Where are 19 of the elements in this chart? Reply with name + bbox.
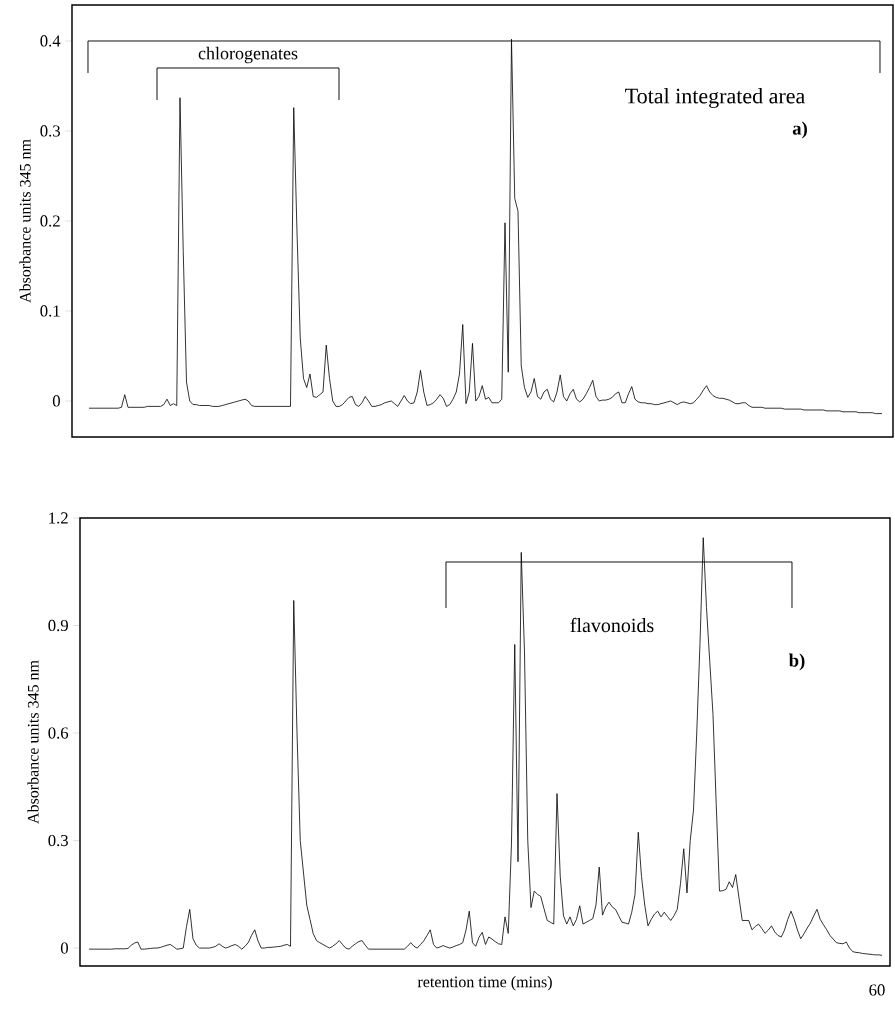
ref-line-label: Total integrated area	[625, 87, 805, 108]
y-axis-title: Absorbance units 345 nm	[19, 139, 31, 303]
y-tick-label: 0.6	[48, 727, 69, 739]
y-tick-label: 0.1	[40, 305, 60, 317]
text: 60	[869, 984, 885, 996]
y-tick-label: 0.4	[40, 35, 61, 47]
y-tick-label: 0.3	[40, 125, 60, 137]
annotation: flavonoids	[570, 617, 654, 633]
y-tick-label: 0.9	[48, 619, 68, 632]
annotation: b)	[788, 653, 805, 671]
y-tick-label: 0.2	[40, 215, 60, 227]
y-tick-label: 0	[60, 942, 68, 954]
annotation: chlorogenates	[198, 46, 298, 64]
y-axis-title: Absorbance units 345 nm	[27, 660, 39, 824]
y-tick-label: 0.3	[48, 834, 68, 847]
annotation: a)	[792, 121, 807, 139]
y-tick-label: 1.2	[49, 512, 68, 524]
x-axis-title: retention time (mins)	[417, 976, 552, 991]
y-tick-label: 0	[52, 395, 60, 407]
